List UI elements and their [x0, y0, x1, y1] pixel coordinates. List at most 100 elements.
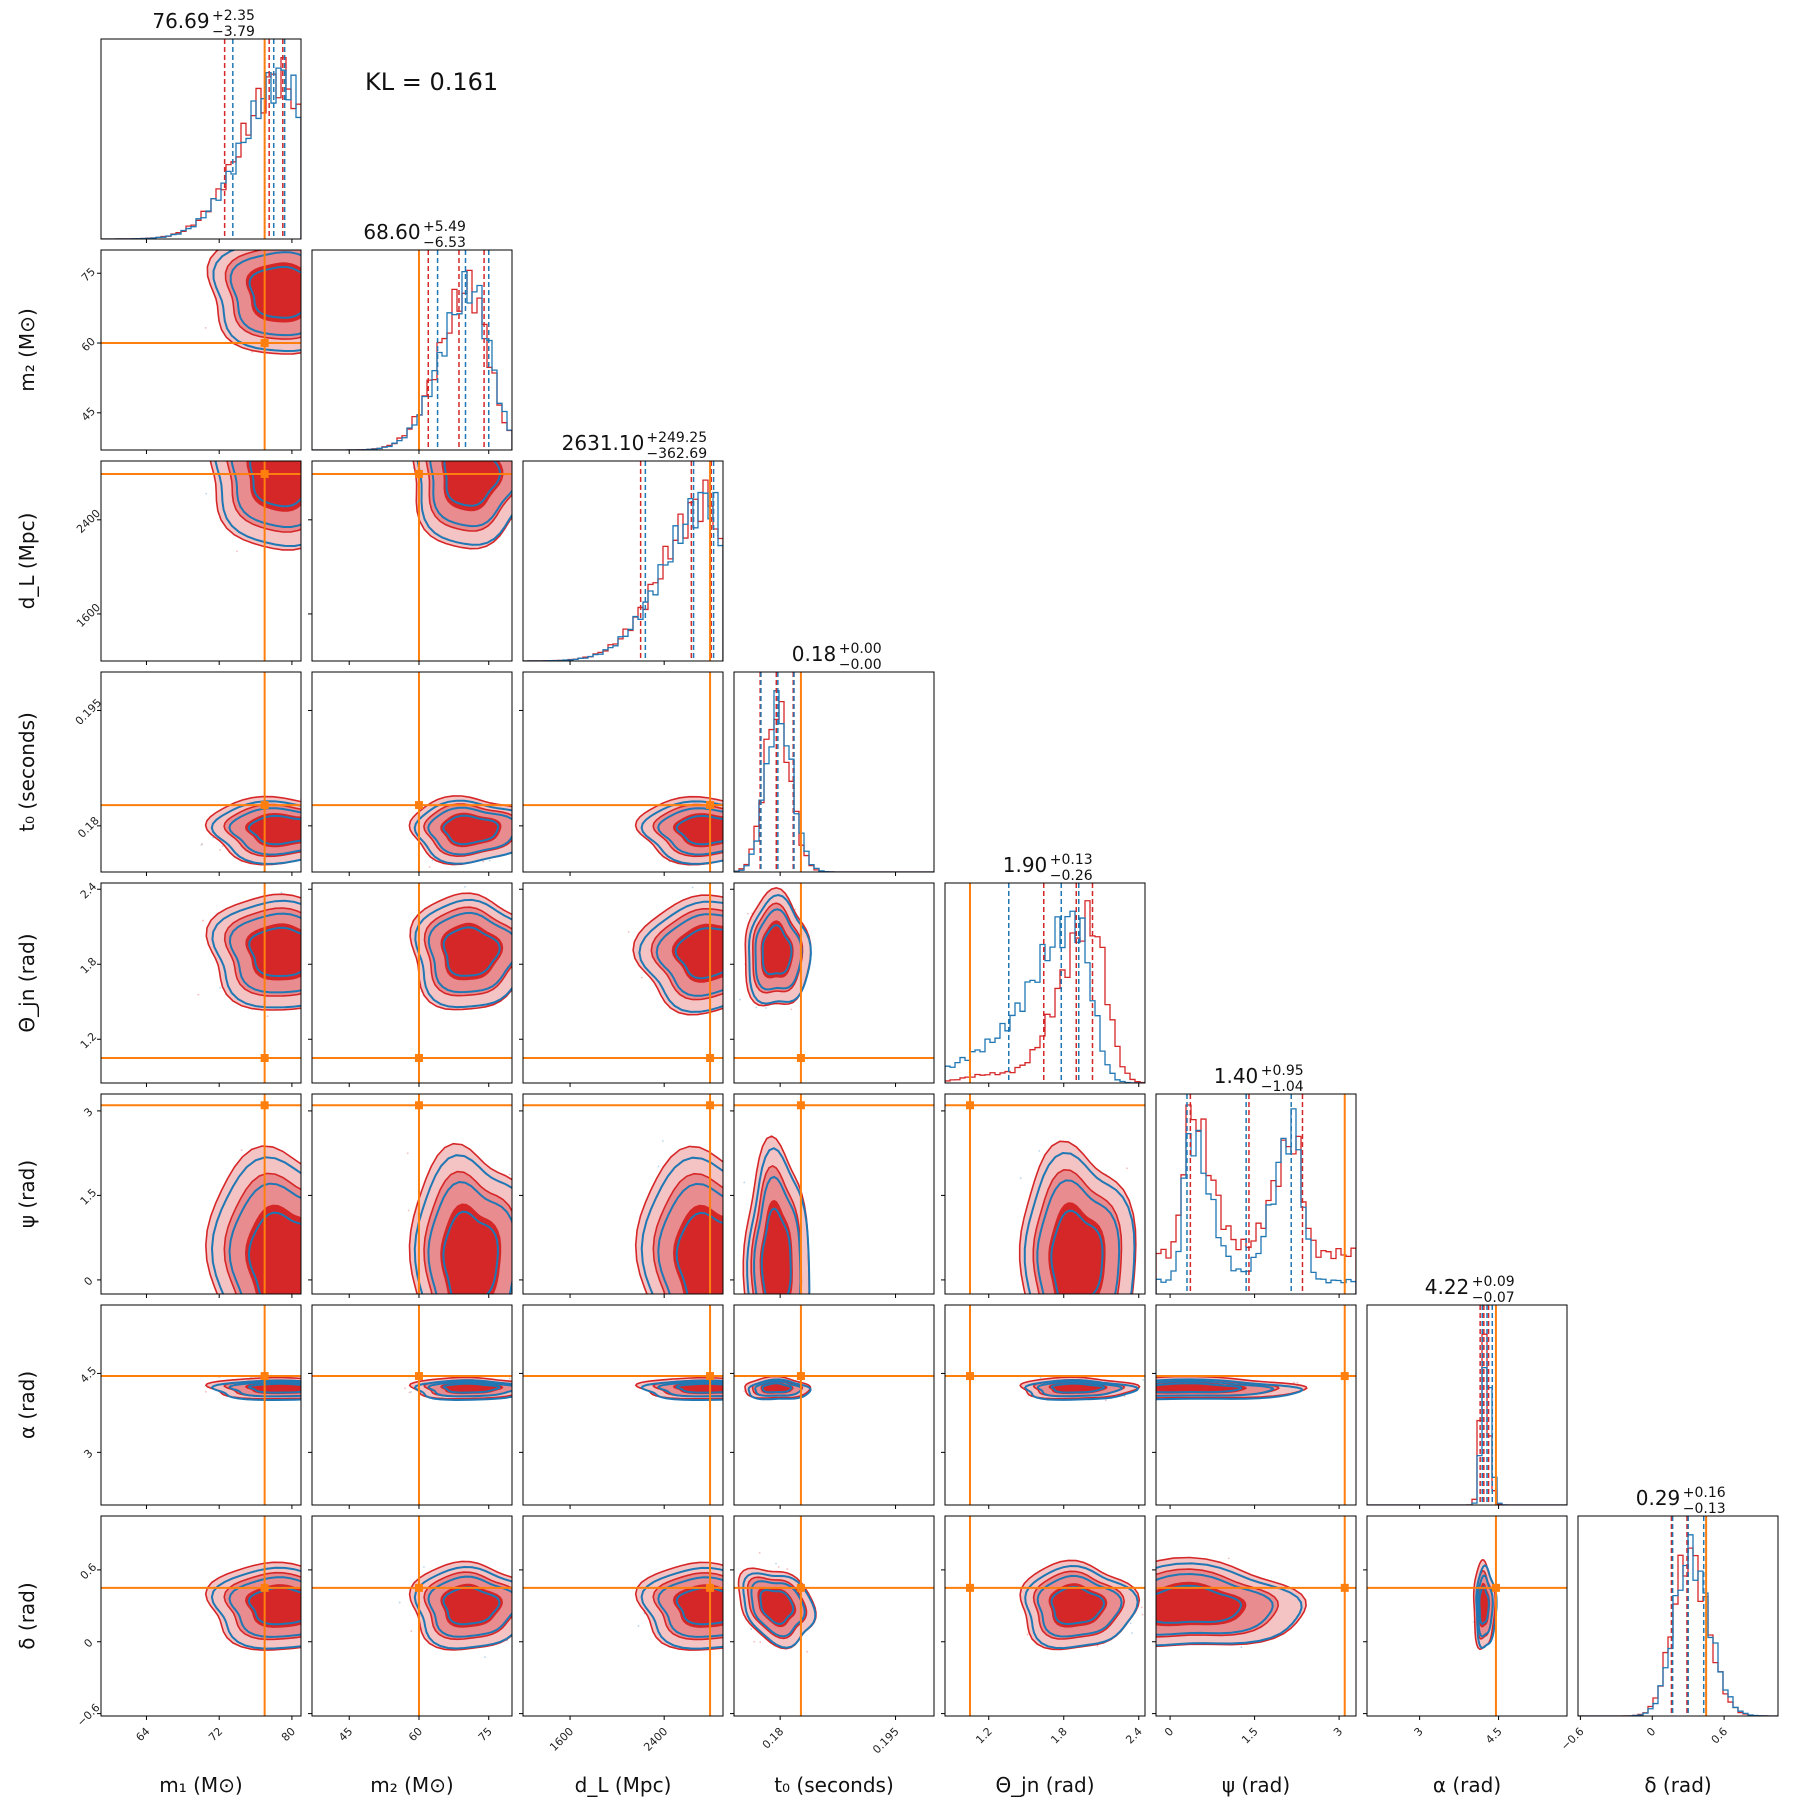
truth-marker — [414, 1583, 423, 1592]
contour-panel-t0-delta: 0.18 0.195 — [730, 1515, 935, 1756]
hist-blue-series — [945, 910, 1145, 1083]
scatter-point — [408, 1391, 411, 1394]
scatter-point — [204, 1390, 207, 1393]
truth-marker — [796, 1054, 805, 1062]
scatter-point — [725, 1392, 727, 1394]
scatter-point — [303, 813, 305, 815]
scatter-point — [487, 1299, 489, 1301]
scatter-point — [785, 1340, 787, 1342]
scatter-point — [514, 424, 516, 426]
scatter-point — [726, 807, 728, 809]
scatter-point — [764, 1312, 766, 1314]
scatter-point — [1125, 1574, 1127, 1576]
scatter-point — [315, 347, 317, 349]
scatter-point — [331, 1391, 333, 1393]
scatter-point — [728, 977, 730, 979]
panel-content — [312, 672, 528, 872]
scatter-point — [483, 1315, 485, 1317]
scatter-point — [755, 1006, 758, 1009]
y-tick-label: 1600 — [74, 601, 103, 630]
panel-content — [101, 1094, 337, 1340]
scatter-point — [309, 857, 311, 859]
scatter-point — [352, 1384, 354, 1386]
contour-blue-inner — [760, 1207, 792, 1294]
scatter-point — [293, 1300, 295, 1302]
scatter-point — [274, 426, 276, 428]
scatter-point — [344, 834, 346, 836]
contour-blue-mid — [228, 1182, 301, 1294]
scatter-point — [731, 960, 733, 962]
contour-blue-mid — [754, 1380, 803, 1397]
truth-marker — [706, 1054, 715, 1062]
contour-blue-inner — [442, 814, 500, 846]
scatter-point — [329, 1007, 331, 1009]
hist-red-series — [945, 900, 1145, 1083]
scatter-point — [777, 1305, 779, 1307]
scatter-point — [404, 1387, 406, 1390]
x-tick-label: −0.6 — [1558, 1725, 1586, 1753]
contour-blue-inner — [248, 926, 301, 978]
panel-frame — [733, 1515, 935, 1717]
scatter-point — [526, 824, 528, 826]
scatter-point — [777, 1566, 780, 1568]
scatter-point — [334, 464, 336, 466]
scatter-point — [439, 459, 441, 461]
scatter-point — [342, 962, 344, 964]
contour-blue-outer — [214, 461, 301, 548]
scatter-point — [253, 1338, 255, 1340]
scatter-point — [343, 1601, 345, 1603]
scatter-point — [335, 1229, 337, 1231]
scatter-point — [251, 409, 253, 411]
scatter-point — [301, 1333, 303, 1335]
scatter-point — [204, 327, 207, 329]
contour-blue-outer — [1156, 1562, 1303, 1647]
contour-blue-inner — [675, 1586, 723, 1626]
hist-title-minus: −362.69 — [646, 446, 707, 462]
scatter-point — [201, 843, 204, 845]
y-tick-label: 0 — [81, 1636, 95, 1650]
scatter-point — [260, 1310, 262, 1312]
scatter-point — [302, 1239, 304, 1241]
panel-content — [1367, 1516, 1567, 1716]
scatter-point — [298, 419, 300, 421]
scatter-point — [723, 1213, 725, 1215]
scatter-point — [1134, 1584, 1136, 1586]
scatter-point — [309, 951, 311, 953]
scatter-point — [1132, 1395, 1134, 1397]
scatter-point — [455, 1294, 457, 1296]
scatter-point — [406, 1152, 409, 1155]
y-axis-label-t0: t₀ (seconds) — [15, 712, 39, 832]
scatter-point — [742, 812, 744, 814]
hist-title-plus: +249.25 — [646, 430, 707, 446]
scatter-point — [308, 836, 310, 838]
truth-marker — [260, 801, 269, 810]
contour-blue-inner — [249, 461, 301, 508]
truth-marker — [260, 1101, 269, 1110]
panel-frame — [311, 882, 513, 1084]
panel-frame — [944, 882, 1146, 1084]
contour-panel-dL-delta: 1600 2400 — [519, 1515, 724, 1754]
scatter-point — [306, 826, 308, 828]
scatter-point — [752, 1308, 754, 1310]
contour-blue-outer — [210, 1379, 301, 1401]
scatter-point — [270, 453, 272, 455]
scatter-point — [1039, 1376, 1042, 1379]
scatter-point — [441, 426, 443, 428]
panel-content — [734, 1305, 934, 1505]
scatter-point — [305, 831, 307, 833]
scatter-point — [315, 273, 317, 275]
scatter-point — [740, 1298, 742, 1300]
contour-blue-mid — [1156, 1572, 1274, 1636]
scatter-point — [729, 834, 731, 836]
scatter-point — [739, 1388, 741, 1390]
contour-blue-mid — [753, 1175, 802, 1294]
contour-blue-mid — [1476, 1574, 1494, 1638]
contour-blue-mid — [750, 1580, 806, 1638]
scatter-point — [464, 451, 466, 453]
scatter-point — [450, 1296, 452, 1298]
scatter-point — [363, 924, 365, 926]
contour-blue-inner — [442, 1586, 501, 1626]
x-tick-label: 0 — [1644, 1725, 1658, 1739]
scatter-point — [463, 1370, 465, 1372]
scatter-point — [303, 462, 305, 464]
